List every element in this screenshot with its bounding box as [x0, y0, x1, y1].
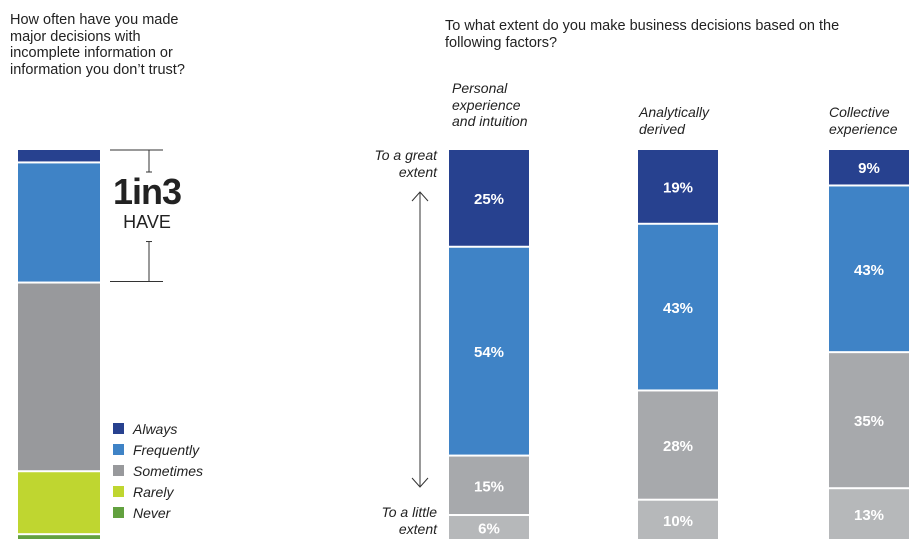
extent-arrow-down-head — [411, 477, 429, 488]
bar-0-segment-3 — [449, 516, 529, 539]
left-question: How often have you made major decisions … — [10, 12, 185, 78]
bar-0-label-2: 15% — [474, 478, 504, 495]
legend-item-frequently: Frequently — [113, 439, 203, 460]
extent-arrow-up-head — [411, 191, 429, 202]
legend-swatch-never — [113, 507, 124, 518]
callout-big: 1in3 — [112, 171, 182, 212]
legend-label-never: Never — [133, 504, 171, 521]
bar-0-segment-1 — [449, 247, 529, 455]
bar-2-label-2: 35% — [854, 413, 884, 430]
legend-label-always: Always — [133, 420, 178, 437]
bar-0-label-3: 6% — [478, 521, 500, 538]
bar-2-label-0: 9% — [858, 160, 880, 177]
legend-swatch-always — [113, 423, 124, 434]
left-bar-segment-frequently — [18, 163, 100, 282]
legend-swatch-sometimes — [113, 465, 124, 476]
category-header-analytical: Analytically derived — [639, 104, 710, 137]
bar-1-label-3: 10% — [663, 513, 693, 530]
bar-0-label-0: 25% — [474, 191, 504, 208]
bar-1-label-0: 19% — [663, 179, 693, 196]
legend-item-always: Always — [113, 418, 203, 439]
bar-2-segment-3 — [829, 489, 909, 539]
legend-label-frequently: Frequently — [133, 441, 200, 458]
bar-1-label-1: 43% — [663, 300, 693, 317]
bar-1-label-2: 28% — [663, 438, 693, 455]
legend-item-sometimes: Sometimes — [113, 460, 203, 481]
bar-1-segment-0 — [638, 150, 718, 223]
legend-item-rarely: Rarely — [113, 481, 203, 502]
legend-swatch-frequently — [113, 444, 124, 455]
callout-have: HAVE — [123, 212, 171, 232]
bar-2-label-3: 13% — [854, 507, 884, 524]
callout-one-in-three: 1in3 HAVE — [104, 171, 190, 233]
legend-item-never: Never — [113, 502, 203, 523]
bar-2-segment-0 — [829, 150, 909, 185]
right-question: To what extent do you make business deci… — [445, 18, 840, 51]
bar-1-segment-3 — [638, 500, 718, 539]
left-bar-segment-sometimes — [18, 283, 100, 471]
axis-bottom-label: To a little extent — [381, 504, 437, 537]
left-bar-segment-always — [18, 150, 100, 162]
bar-0-label-1: 54% — [474, 344, 504, 361]
category-header-collective: Collective experience — [829, 104, 898, 137]
bar-0-segment-2 — [449, 456, 529, 515]
bar-2-segment-2 — [829, 353, 909, 488]
axis-top-label: To a great extent — [374, 147, 437, 180]
category-header-personal: Personal experience and intuition — [452, 80, 528, 129]
bar-0-segment-0 — [449, 150, 529, 246]
left-bar-segment-rarely — [18, 472, 100, 534]
bar-2-label-1: 43% — [854, 262, 884, 279]
bar-1-segment-2 — [638, 391, 718, 499]
legend-label-sometimes: Sometimes — [133, 462, 204, 479]
bar-1-segment-1 — [638, 224, 718, 390]
legend-swatch-rarely — [113, 486, 124, 497]
legend: Always Frequently Sometimes Rarely Never — [113, 418, 203, 523]
bar-2-segment-1 — [829, 186, 909, 352]
left-bar-segment-never — [18, 535, 100, 539]
legend-label-rarely: Rarely — [133, 483, 174, 500]
